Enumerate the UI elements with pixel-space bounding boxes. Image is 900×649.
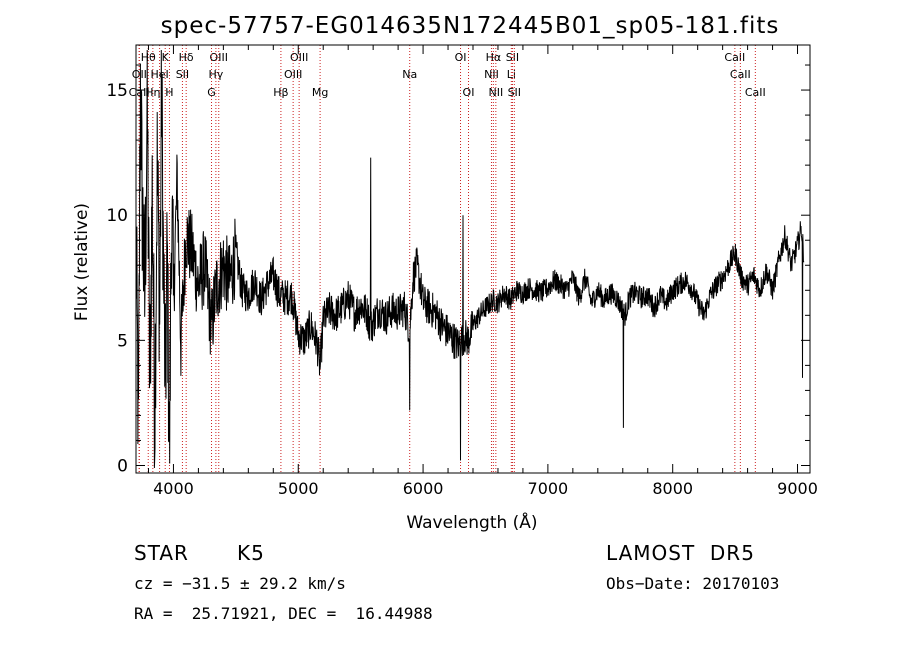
line-marker-label: Hδ [179,51,194,64]
y-tick-label: 15 [106,81,128,101]
data-release: LAMOST DR5 [606,541,755,565]
line-marker-label: G [207,86,216,99]
line-marker-label: OIII [210,51,228,64]
object-class: STAR [134,541,189,565]
y-axis-label: Flux (relative) [72,203,92,321]
line-marker-label: K [162,51,170,64]
line-marker-label: SII [176,68,189,81]
line-marker-label: Na [402,68,417,81]
line-marker-label: Hθ [141,51,156,64]
line-marker-label: CaII [745,86,766,99]
line-marker-label: NII [488,86,503,99]
y-tick-label: 5 [117,331,128,351]
plot-frame [135,44,811,474]
coordinates: RA = 25.71921, DEC = 16.44988 [134,604,433,623]
x-tick-label: 5000 [278,479,319,498]
x-tick-label: 9000 [777,479,818,498]
chart-title: spec-57757-EG014635N172445B01_sp05-181.f… [161,13,780,39]
y-axis: 0 5 10 15 [106,64,810,476]
x-axis: 4000 5000 6000 7000 8000 9000 [147,45,818,498]
line-marker-label: SII [508,86,521,99]
line-marker-label: Mg [312,86,328,99]
line-marker-label: OI [455,51,467,64]
spectrum-line [135,49,805,469]
line-marker-label: OI [463,86,475,99]
x-tick-label: 6000 [403,479,444,498]
x-tick-label: 4000 [153,479,194,498]
line-marker-label: HeI [150,68,168,81]
x-axis-label: Wavelength (Å) [406,511,537,533]
line-marker-label: OIII [290,51,308,64]
object-subclass: K5 [237,541,265,565]
redshift-velocity: cz = −31.5 ± 29.2 km/s [134,574,346,593]
y-tick-label: 0 [117,456,128,476]
x-tick-label: 7000 [528,479,569,498]
line-marker-label: Hβ [273,86,288,99]
x-tick-label: 8000 [652,479,693,498]
line-marker-label: CaII [724,51,745,64]
line-marker-label: SII [506,51,519,64]
line-marker-label: CaII [730,68,751,81]
line-marker-label: Hγ [208,68,223,81]
y-tick-label: 10 [106,206,128,226]
observation-date: Obs−Date: 20170103 [606,574,780,593]
line-marker-label: OIII [284,68,302,81]
line-marker-label: NII [484,68,499,81]
line-marker-label: CaII [129,86,150,99]
line-marker-label: Hη [145,86,160,99]
line-marker-label: Hα [486,51,502,64]
line-marker-label: H [165,86,173,99]
line-marker-label: Li [507,68,516,81]
